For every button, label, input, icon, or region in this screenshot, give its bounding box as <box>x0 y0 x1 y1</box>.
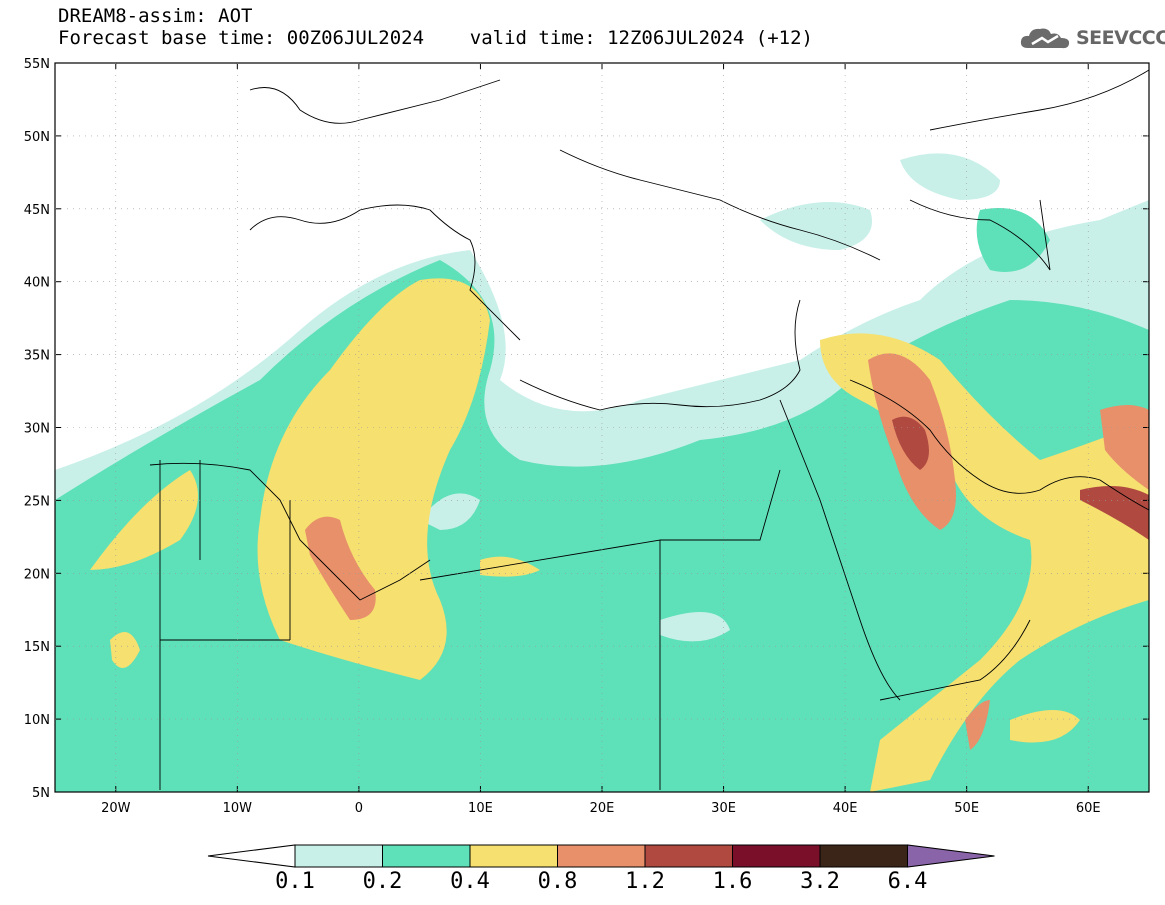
logo-text: SEEVCCC <box>1076 27 1165 49</box>
aot-band-0.8b <box>868 353 1149 750</box>
lat-label: 20N <box>24 567 50 582</box>
aot-band-0.4b <box>820 333 1149 792</box>
lat-label: 5N <box>32 786 50 801</box>
colorbar-label: 0.2 <box>363 869 403 894</box>
lon-label: 20W <box>101 801 131 816</box>
aot-band-1.2 <box>892 416 1149 540</box>
lon-label: 20E <box>590 801 615 816</box>
colorbar-segment <box>469 844 558 868</box>
lat-label: 35N <box>24 349 50 364</box>
lat-label: 50N <box>24 130 50 145</box>
lat-label: 45N <box>24 203 50 218</box>
lat-label: 15N <box>24 640 50 655</box>
aot-band-0.4c <box>90 470 1080 743</box>
colorbar-label: 1.6 <box>713 869 753 894</box>
aot-band-0.2b <box>976 208 1050 272</box>
colorbar-label: 0.8 <box>538 869 578 894</box>
colorbar-segment <box>294 844 383 868</box>
lon-label: 0 <box>355 801 363 816</box>
colorbar-segment <box>819 844 908 868</box>
aot-band-0.2-hole1 <box>420 493 730 642</box>
colorbar-segment <box>382 844 471 868</box>
cloud-icon <box>1020 28 1070 49</box>
lon-label: 50E <box>954 801 979 816</box>
colorbar-label: 0.1 <box>275 869 315 894</box>
colorbar-segment <box>557 844 646 868</box>
longitude-axis: 20W 10W 0 10E 20E 30E 40E 50E 60E <box>101 63 1101 816</box>
colorbar-over-arrow <box>907 844 995 868</box>
lat-label: 10N <box>24 713 50 728</box>
forecast-time-info: Forecast base time: 00Z06JUL2024 valid t… <box>58 27 813 49</box>
lat-label: 30N <box>24 422 50 437</box>
colorbar-under-arrow <box>207 844 296 868</box>
map-title: DREAM8-assim: AOT <box>58 5 253 27</box>
lat-label: 40N <box>24 276 50 291</box>
lon-label: 30E <box>711 801 736 816</box>
lon-label: 40E <box>833 801 858 816</box>
lon-label: 10W <box>223 801 253 816</box>
seevccc-logo: SEEVCCC <box>1018 24 1165 52</box>
colorbar-segment <box>644 844 733 868</box>
aot-band-0.4 <box>257 278 490 680</box>
colorbar-label: 3.2 <box>800 869 840 894</box>
aot-band-0.1b <box>760 153 1000 250</box>
colorbar-label: 6.4 <box>888 869 928 894</box>
aot-band-0.8 <box>305 516 376 620</box>
lat-label: 55N <box>24 57 50 72</box>
colorbar-label: 0.4 <box>450 869 490 894</box>
colorbar-label: 1.2 <box>625 869 665 894</box>
coastlines-borders <box>149 69 1149 790</box>
lat-label: 25N <box>24 494 50 509</box>
colorbar-segment <box>732 844 821 868</box>
lon-label: 60E <box>1076 801 1101 816</box>
lon-label: 10E <box>468 801 493 816</box>
